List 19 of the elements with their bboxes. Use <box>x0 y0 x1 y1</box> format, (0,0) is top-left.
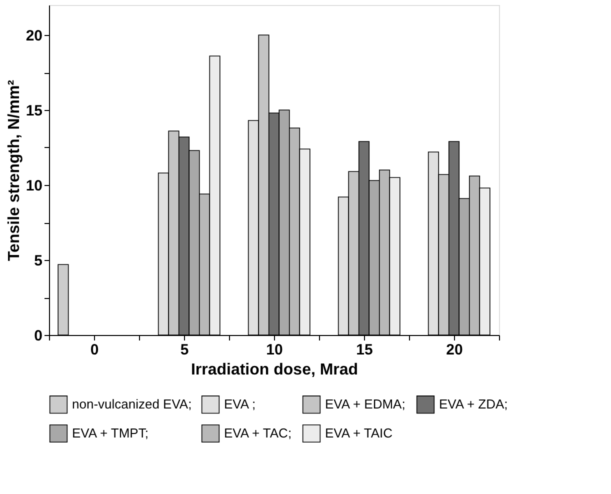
y-axis-title: Tensile strength, N/mm² <box>6 80 23 262</box>
x-tick-label: 20 <box>446 342 463 358</box>
x-tick-label: 0 <box>90 342 99 358</box>
legend-label: EVA + TAIC <box>325 426 393 440</box>
y-tick-label: 20 <box>26 28 42 44</box>
y-tick-label: 15 <box>26 102 42 120</box>
legend-label: EVA + EDMA; <box>325 396 406 412</box>
y-tick-label: 5 <box>34 252 42 270</box>
x-axis-title: Irradiation dose, Mrad <box>190 362 358 378</box>
legend-label: non-vulcanized EVA; <box>72 396 192 412</box>
x-tick-label: 10 <box>266 342 283 358</box>
legend-label: EVA + ZDA; <box>439 396 508 412</box>
y-tick-label: 0 <box>34 328 42 344</box>
legend-label: EVA + TMPT; <box>72 426 148 440</box>
y-tick-label: 10 <box>26 178 42 194</box>
x-tick-label: 15 <box>356 342 373 358</box>
legend-label: EVA ; <box>224 396 256 412</box>
legend-label: EVA + TAC; <box>224 426 292 440</box>
x-tick-label: 5 <box>180 342 189 358</box>
